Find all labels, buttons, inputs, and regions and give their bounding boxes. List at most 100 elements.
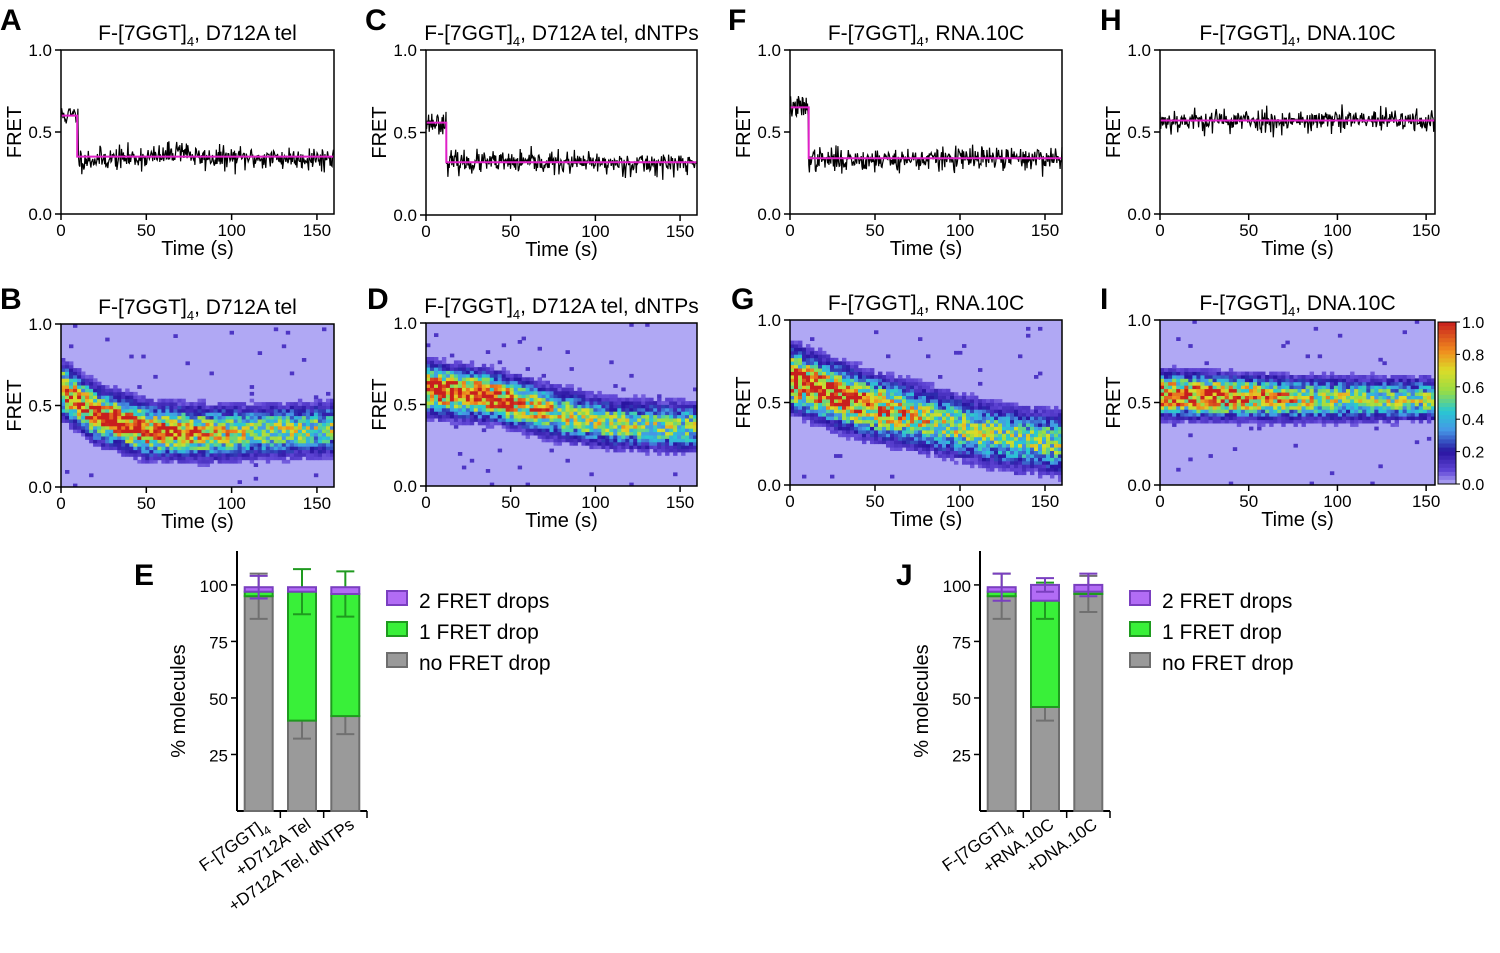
heatmap-cell <box>261 446 267 451</box>
heatmap-cell <box>693 407 698 412</box>
heatmap-cell <box>581 397 586 402</box>
heatmap-cell <box>1022 405 1027 410</box>
heatmap-cell <box>485 370 491 375</box>
heatmap-cell <box>145 425 150 430</box>
heatmap-cell <box>457 401 463 405</box>
heatmap-cell <box>473 414 479 419</box>
x-tick-label: 150 <box>1031 492 1059 511</box>
heatmap-cell <box>85 398 90 403</box>
heatmap-cell <box>681 448 686 453</box>
heatmap-cell <box>185 405 190 410</box>
heatmap-cell <box>613 397 618 402</box>
heatmap-cell <box>1176 385 1181 390</box>
heatmap-cell <box>1386 409 1391 414</box>
heatmap-cell <box>830 474 835 479</box>
heatmap-cell <box>1269 371 1274 376</box>
heatmap-cell <box>305 456 311 461</box>
heatmap-cell <box>846 399 851 403</box>
heatmap-cell <box>1204 395 1209 400</box>
heatmap-cell <box>1281 385 1286 390</box>
heatmap-cell <box>297 419 303 423</box>
heatmap-cell <box>322 456 327 461</box>
heatmap-cell <box>553 418 558 422</box>
heatmap-cell <box>117 402 122 406</box>
heatmap-cell <box>1329 471 1335 476</box>
heatmap-cell <box>894 419 899 424</box>
heatmap-cell <box>93 439 98 444</box>
heatmap-cell <box>1220 395 1226 400</box>
heatmap-cell <box>434 394 439 399</box>
heatmap-cell <box>1180 402 1185 407</box>
heatmap-cell <box>145 446 150 451</box>
heatmap-cell <box>313 456 319 461</box>
heatmap-cell <box>449 380 455 385</box>
heatmap-cell <box>137 385 142 389</box>
heatmap-cell <box>481 363 487 368</box>
heatmap-cell <box>1228 402 1234 407</box>
heatmap-cell <box>533 401 538 405</box>
heatmap-cell <box>870 385 875 390</box>
heatmap-cell <box>882 419 887 424</box>
heatmap-cell <box>1168 399 1173 403</box>
heatmap-cell <box>438 384 443 388</box>
heatmap-cell <box>970 395 975 400</box>
heatmap-cell <box>1176 467 1181 472</box>
heatmap-cell <box>994 412 999 417</box>
heatmap-cell <box>962 395 967 400</box>
heatmap-cell <box>445 418 451 422</box>
heatmap-cell <box>894 399 899 403</box>
heatmap-cell <box>1301 412 1306 417</box>
x-tick-label: 150 <box>303 221 331 240</box>
heatmap-cell <box>681 428 686 433</box>
heatmap-cell <box>1172 402 1177 407</box>
heatmap-cell <box>101 432 106 437</box>
heatmap-cell <box>125 436 130 440</box>
heatmap-cell <box>501 380 507 385</box>
heatmap-cell <box>934 399 939 403</box>
heatmap-cell <box>205 422 210 427</box>
heatmap-cell <box>1236 392 1242 396</box>
heatmap-cell <box>301 408 307 413</box>
heatmap-cell <box>1269 409 1274 414</box>
heatmap-cell <box>434 380 439 385</box>
heatmap-cell <box>918 450 923 455</box>
heatmap-cell <box>1293 402 1298 407</box>
heatmap-cell <box>561 431 566 436</box>
heatmap-cell <box>189 432 194 437</box>
heatmap-cell <box>673 438 678 443</box>
heatmap-cell <box>1010 416 1015 421</box>
heatmap-cell <box>978 440 983 445</box>
heatmap-cell <box>653 411 658 416</box>
heatmap-cell <box>81 378 86 383</box>
heatmap-cell <box>878 416 883 421</box>
heatmap-cell <box>818 354 823 359</box>
heatmap-cell <box>862 440 867 445</box>
heatmap-cell <box>65 364 70 369</box>
heatmap-cell <box>261 402 267 406</box>
heatmap-cell <box>689 435 694 439</box>
heatmap-cell <box>673 404 678 409</box>
heatmap-cell <box>317 422 323 427</box>
heatmap-cell <box>1200 371 1205 376</box>
heatmap-cell <box>998 405 1003 410</box>
heatmap-cell <box>1337 395 1343 400</box>
heatmap-cell <box>1329 388 1335 393</box>
heatmap-cell <box>609 424 614 429</box>
heatmap-cell <box>430 397 435 402</box>
heatmap-cell <box>990 440 995 445</box>
heatmap-cell <box>818 381 823 386</box>
heatmap-cell <box>77 374 82 379</box>
heatmap-cell <box>233 446 238 451</box>
heatmap-cell <box>293 436 299 440</box>
heatmap-cell <box>121 432 126 437</box>
heatmap-cell <box>1297 378 1302 383</box>
heatmap-cell <box>629 414 634 419</box>
heatmap-cell <box>870 378 875 383</box>
heatmap-cell <box>1366 392 1371 396</box>
heatmap-cell <box>505 394 511 399</box>
heatmap-cell <box>533 424 538 429</box>
heatmap-cell <box>822 392 827 396</box>
heatmap-cell <box>165 459 170 464</box>
heatmap-cell <box>1026 416 1031 421</box>
heatmap-cell <box>281 422 287 427</box>
